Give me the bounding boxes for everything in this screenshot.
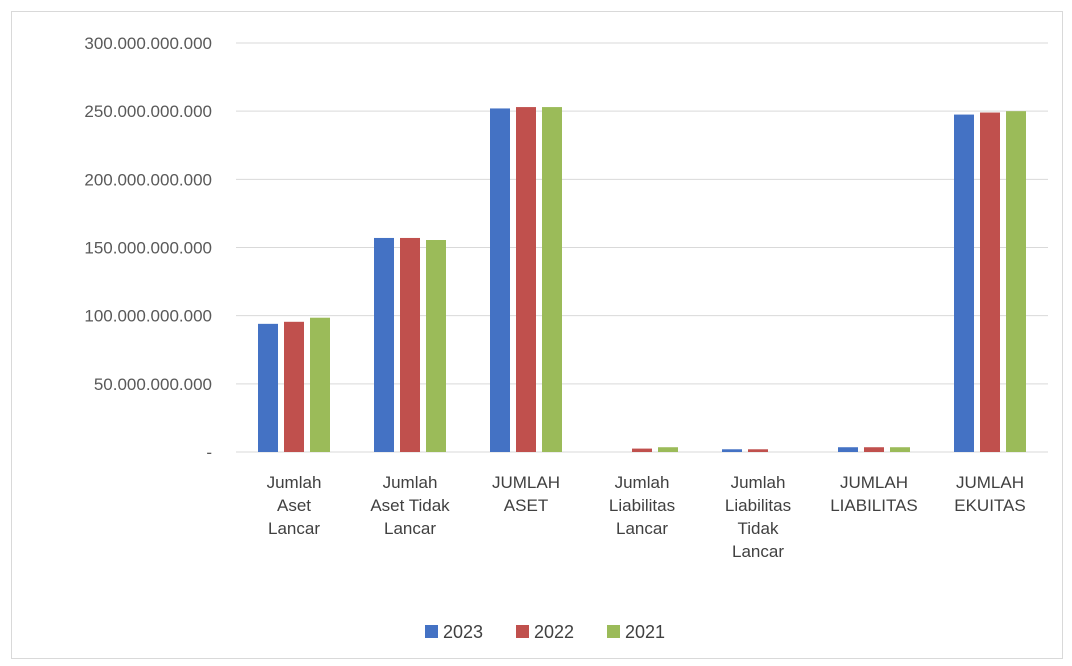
bar-2023-6 [954, 114, 974, 452]
bar-2023-2 [490, 108, 510, 452]
y-tick-label: - [206, 443, 212, 462]
gridlines [236, 42, 1048, 453]
bar-2021-1 [426, 240, 446, 452]
x-axis-labels: Jumlah Aset Lancar Jumlah Aset Tidak Lancar JU… [267, 473, 1026, 561]
bar-2023-5 [838, 447, 858, 452]
bar-2022-2 [516, 107, 536, 453]
x-tick-label: EKUITAS [954, 496, 1025, 515]
legend-swatch-2021 [607, 625, 620, 638]
x-tick-label: Jumlah [383, 473, 438, 492]
bar-2022-5 [864, 447, 884, 452]
legend-label-2021: 2021 [625, 622, 665, 642]
x-tick-label: ASET [504, 496, 548, 515]
bar-2022-6 [980, 112, 1000, 452]
x-tick-label: JUMLAH [840, 473, 908, 492]
x-tick-label: Tidak [738, 519, 779, 538]
bar-2021-2 [542, 107, 562, 453]
y-tick-label: 250.000.000.000 [84, 102, 212, 121]
bar-2022-1 [400, 237, 420, 452]
bar-2022-0 [284, 321, 304, 452]
x-tick-label: JUMLAH [492, 473, 560, 492]
y-tick-label: 200.000.000.000 [84, 170, 212, 189]
bar-2021-3 [658, 447, 678, 452]
bar-2021-6 [1006, 111, 1026, 453]
bar-2022-3 [632, 448, 652, 452]
legend-label-2022: 2022 [534, 622, 574, 642]
y-tick-label: 100.000.000.000 [84, 307, 212, 326]
legend-swatch-2023 [425, 625, 438, 638]
x-tick-label: Aset [277, 496, 311, 515]
x-tick-label: Jumlah [615, 473, 670, 492]
bar-2021-5 [890, 447, 910, 452]
legend: 2023 2022 2021 [425, 622, 665, 642]
y-axis-labels: - 50.000.000.000 100.000.000.000 150.000.00… [84, 34, 212, 462]
x-tick-label: JUMLAH [956, 473, 1024, 492]
bar-2021-0 [310, 317, 330, 452]
x-tick-label: Lancar [616, 519, 668, 538]
x-tick-label: Lancar [384, 519, 436, 538]
x-tick-label: Aset Tidak [370, 496, 450, 515]
bar-2022-4 [748, 449, 768, 452]
legend-label-2023: 2023 [443, 622, 483, 642]
x-tick-label: Jumlah [731, 473, 786, 492]
chart-frame [11, 11, 1063, 659]
x-tick-label: Lancar [268, 519, 320, 538]
x-tick-label: Lancar [732, 542, 784, 561]
y-tick-label: 300.000.000.000 [84, 34, 212, 53]
legend-swatch-2022 [516, 625, 529, 638]
y-tick-label: 50.000.000.000 [94, 375, 212, 394]
bar-2023-1 [374, 237, 394, 452]
x-tick-label: Liabilitas [725, 496, 791, 515]
bar-2023-0 [258, 323, 278, 452]
x-tick-label: Liabilitas [609, 496, 675, 515]
x-tick-label: LIABILITAS [830, 496, 918, 515]
y-tick-label: 150.000.000.000 [84, 239, 212, 258]
x-tick-label: Jumlah [267, 473, 322, 492]
bars [258, 107, 1026, 453]
bar-2023-4 [722, 449, 742, 452]
